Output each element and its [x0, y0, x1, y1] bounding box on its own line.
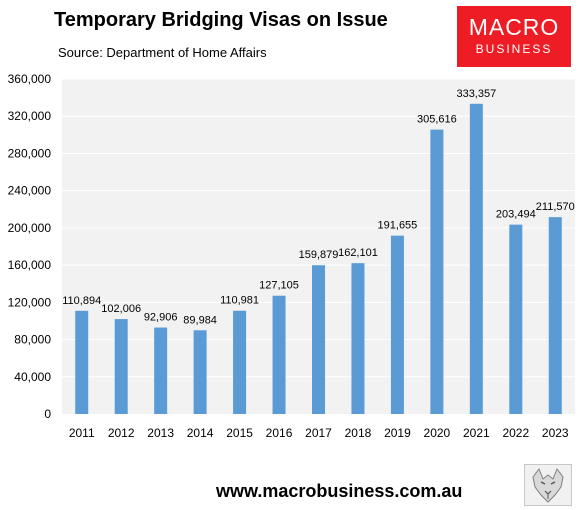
wolf-head-drawing: [525, 465, 571, 505]
bar-2022: [509, 224, 523, 414]
x-tick-label-2011: 2011: [69, 426, 95, 440]
chart-title: Temporary Bridging Visas on Issue: [54, 9, 388, 31]
data-label-2019: 191,655: [378, 220, 418, 232]
data-label-2020: 305,616: [417, 114, 457, 126]
data-label-2018: 162,101: [338, 247, 378, 259]
y-tick-label: 0: [44, 407, 51, 421]
logo-line-business: BUSINESS: [475, 42, 553, 56]
y-tick-label: 320,000: [8, 109, 52, 123]
bar-2021: [469, 103, 483, 415]
y-tick-label: 160,000: [8, 258, 52, 272]
data-label-2014: 89,984: [183, 314, 217, 326]
bar-2016: [272, 295, 286, 414]
bar-2019: [390, 235, 404, 414]
x-tick-label-2014: 2014: [187, 426, 214, 440]
x-tick-label-2020: 2020: [424, 426, 451, 440]
bar-2011: [75, 310, 89, 414]
y-tick-label: 200,000: [8, 221, 52, 235]
data-label-2011: 110,894: [62, 295, 101, 307]
x-tick-label-2021: 2021: [463, 426, 490, 440]
data-label-2023: 211,570: [536, 201, 575, 213]
data-label-2016: 127,105: [259, 280, 299, 292]
x-tick-label-2015: 2015: [226, 426, 253, 440]
x-tick-label-2016: 2016: [266, 426, 293, 440]
bar-2020: [430, 129, 444, 414]
x-tick-label-2012: 2012: [108, 426, 135, 440]
y-tick-label: 80,000: [14, 333, 51, 347]
bar-2013: [154, 327, 168, 414]
data-label-2015: 110,981: [220, 295, 259, 307]
macrobusiness-logo: MACRO BUSINESS: [457, 6, 571, 67]
data-label-2017: 159,879: [299, 249, 339, 261]
bar-2023: [548, 217, 562, 414]
y-tick-label: 240,000: [8, 184, 52, 198]
data-label-2021: 333,357: [456, 88, 496, 100]
bar-2014: [193, 330, 207, 414]
data-label-2013: 92,906: [144, 312, 178, 324]
x-tick-label-2019: 2019: [384, 426, 411, 440]
y-tick-label: 120,000: [8, 295, 52, 309]
bar-2017: [312, 265, 325, 414]
x-tick-label-2023: 2023: [542, 426, 569, 440]
bar-2015: [233, 310, 247, 414]
x-tick-label-2013: 2013: [147, 426, 174, 440]
website-url: www.macrobusiness.com.au: [216, 481, 463, 501]
x-tick-label-2022: 2022: [502, 426, 529, 440]
wolf-head-icon: [524, 464, 572, 506]
bar-2012: [114, 319, 128, 414]
data-label-2022: 203,494: [496, 209, 536, 221]
bar-2018: [351, 263, 365, 414]
data-label-2012: 102,006: [101, 303, 141, 315]
y-tick-label: 360,000: [8, 72, 52, 86]
y-tick-label: 280,000: [8, 146, 52, 160]
x-tick-label-2017: 2017: [305, 426, 332, 440]
logo-line-macro: MACRO: [468, 14, 560, 40]
x-tick-label-2018: 2018: [345, 426, 372, 440]
y-tick-label: 40,000: [14, 370, 51, 384]
chart-source: Source: Department of Home Affairs: [58, 45, 267, 60]
